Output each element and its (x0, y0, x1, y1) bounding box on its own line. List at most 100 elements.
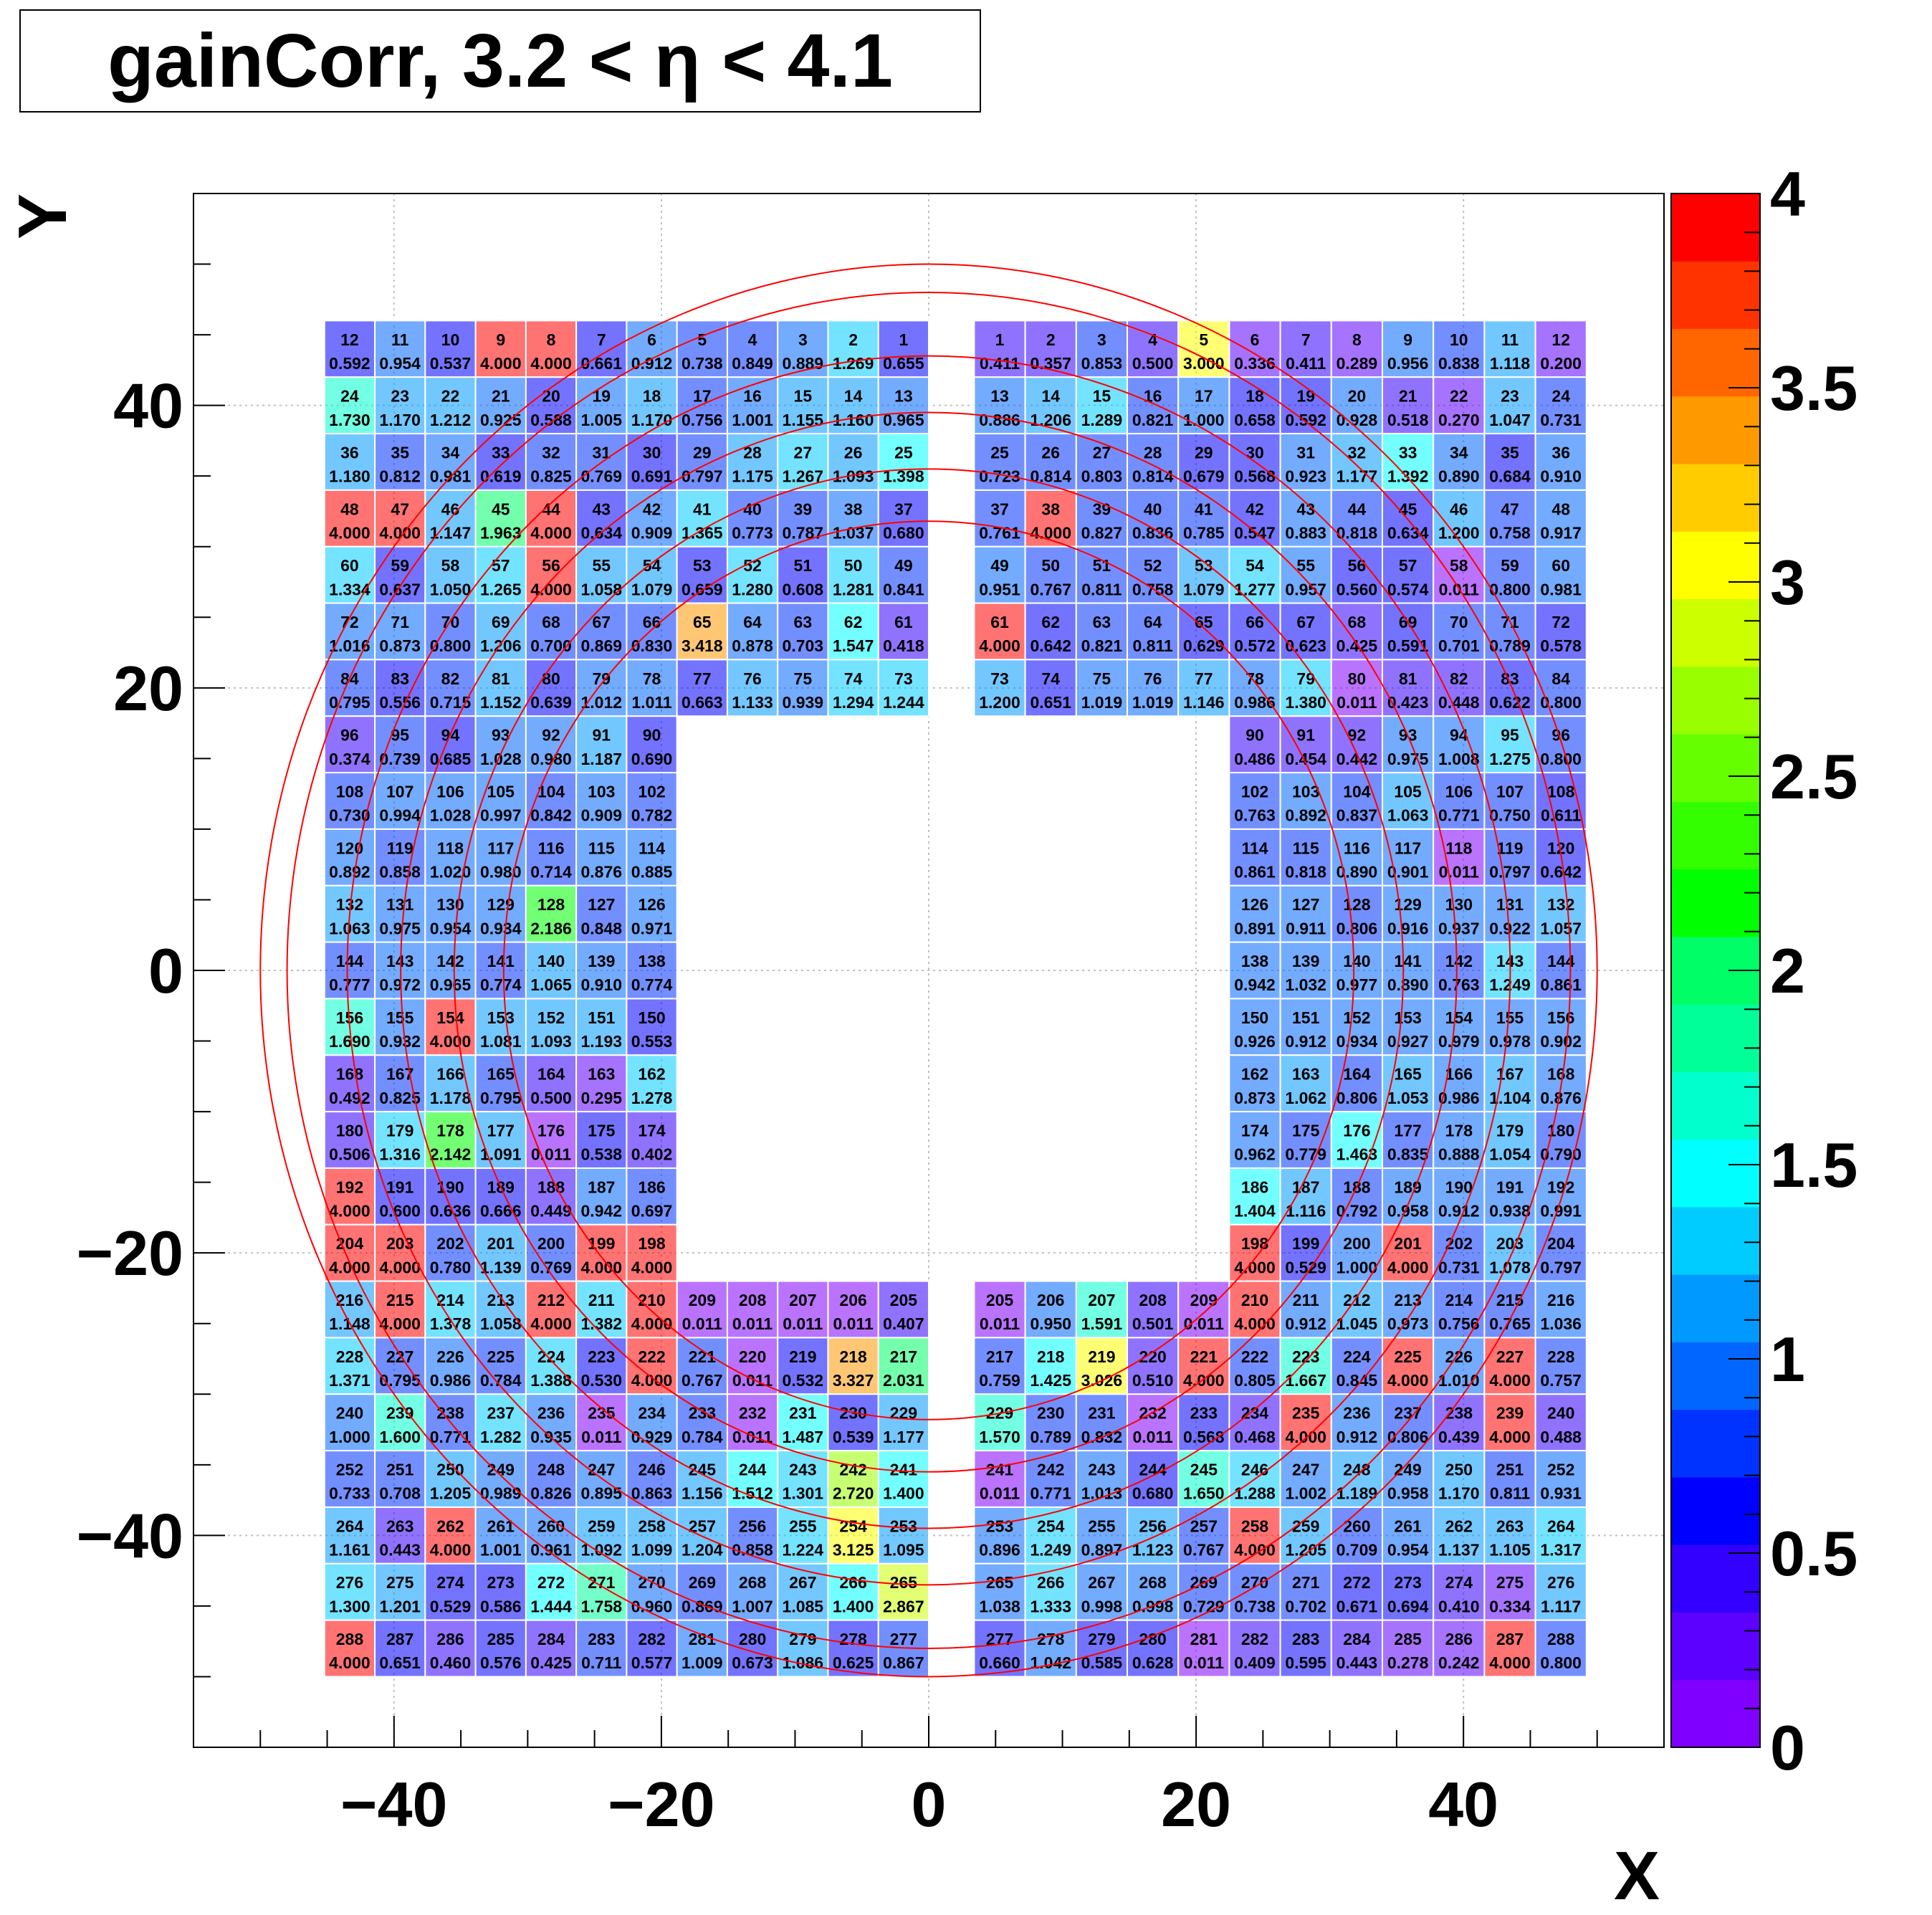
cell-id-label: 263 (1496, 1517, 1524, 1535)
cell-id-label: 130 (436, 895, 464, 914)
cell-fill (474, 1619, 527, 1678)
cell-fill (777, 659, 829, 717)
cell-value-label: 4.000 (530, 523, 572, 542)
cell-fill (626, 659, 678, 717)
cell-id-label: 62 (1041, 613, 1060, 631)
cell-id-label: 41 (693, 500, 712, 518)
cell-fill (1279, 320, 1332, 378)
cell-value-label: 0.694 (1387, 1597, 1429, 1615)
cell-id-label: 79 (1296, 669, 1315, 688)
cell-value-label: 4.000 (1234, 1541, 1276, 1560)
cell-value-label: 0.811 (1081, 580, 1122, 598)
heatmap-cell: 600.981 (1534, 545, 1587, 604)
cell-id-label: 233 (1190, 1404, 1218, 1423)
cell-fill (474, 884, 527, 943)
cell-id-label: 163 (588, 1065, 615, 1084)
cell-id-label: 47 (1501, 500, 1519, 518)
cell-value-label: 0.011 (682, 1314, 722, 1333)
cell-value-label: 1.380 (1285, 693, 1326, 712)
cell-value-label: 1.278 (631, 1089, 673, 1107)
cell-value-label: 0.869 (682, 1597, 723, 1615)
cell-value-label: 0.782 (631, 806, 673, 825)
cell-value-label: 1.570 (979, 1428, 1020, 1446)
cell-value-label: 0.972 (379, 975, 421, 994)
colorbar-tick-label: 3.5 (1770, 353, 1857, 424)
heatmap-cell: 731.244 (877, 659, 929, 717)
cell-value-label: 4.000 (1030, 523, 1071, 542)
cell-value-label: 0.849 (732, 354, 773, 373)
cell-value-label: 0.814 (1030, 467, 1071, 486)
cell-id-label: 38 (1041, 500, 1060, 518)
cell-fill (676, 1337, 728, 1395)
cell-value-label: 0.926 (1234, 1032, 1276, 1051)
cell-value-label: 0.888 (1438, 1145, 1480, 1164)
cell-id-label: 284 (537, 1630, 565, 1648)
heatmap-cell: 501.281 (827, 545, 879, 604)
cell-id-label: 285 (487, 1630, 515, 1648)
cell-value-label: 0.200 (1540, 354, 1582, 373)
x-tick-label: −20 (608, 1769, 714, 1840)
cell-value-label: 0.278 (1387, 1653, 1429, 1672)
cell-value-label: 1.378 (430, 1314, 472, 1333)
cell-id-label: 278 (839, 1630, 867, 1648)
cell-value-label: 0.011 (980, 1314, 1020, 1333)
cell-id-label: 175 (588, 1122, 616, 1140)
cell-id-label: 139 (588, 952, 615, 970)
cell-value-label: 1.028 (430, 806, 472, 825)
heatmap-cell: 40.500 (1127, 320, 1180, 378)
cell-id-label: 32 (542, 444, 560, 462)
cell-id-label: 264 (336, 1517, 364, 1535)
cell-fill (973, 1450, 1026, 1508)
cell-id-label: 60 (1551, 556, 1570, 575)
cell-id-label: 176 (1343, 1122, 1370, 1140)
cell-value-label: 0.659 (682, 580, 723, 598)
cell-id-label: 46 (1450, 500, 1468, 518)
cell-id-label: 16 (1144, 387, 1162, 406)
cell-id-label: 262 (1445, 1517, 1473, 1535)
cell-id-label: 150 (1241, 1008, 1268, 1027)
cell-id-label: 81 (1399, 669, 1417, 688)
cell-id-label: 221 (1190, 1347, 1218, 1366)
heatmap-cell: 751.019 (1075, 659, 1129, 717)
cell-value-label: 1.193 (580, 1032, 622, 1051)
cell-fill (1228, 1337, 1281, 1395)
cell-value-label: 1.054 (1489, 1145, 1531, 1164)
cell-id-label: 265 (890, 1573, 918, 1592)
cell-value-label: 4.000 (1489, 1428, 1531, 1446)
cell-id-label: 106 (436, 783, 464, 801)
cell-value-label: 0.425 (1336, 636, 1378, 655)
cell-id-label: 268 (739, 1573, 767, 1592)
cell-value-label: 0.488 (1540, 1428, 1582, 1446)
cell-id-label: 199 (588, 1234, 615, 1253)
cell-id-label: 126 (638, 895, 665, 914)
heatmap-cell: 451.963 (474, 489, 527, 548)
heatmap-cell: 550.957 (1279, 545, 1332, 604)
colorbar-segment (1671, 666, 1760, 735)
cell-id-label: 246 (638, 1461, 665, 1479)
cell-fill (1382, 998, 1435, 1056)
cell-value-label: 0.838 (1438, 354, 1480, 373)
cell-id-label: 9 (496, 330, 505, 349)
cell-value-label: 0.909 (631, 523, 673, 542)
cell-id-label: 64 (1144, 613, 1162, 631)
cell-value-label: 0.673 (732, 1653, 773, 1672)
cell-fill (374, 772, 426, 830)
